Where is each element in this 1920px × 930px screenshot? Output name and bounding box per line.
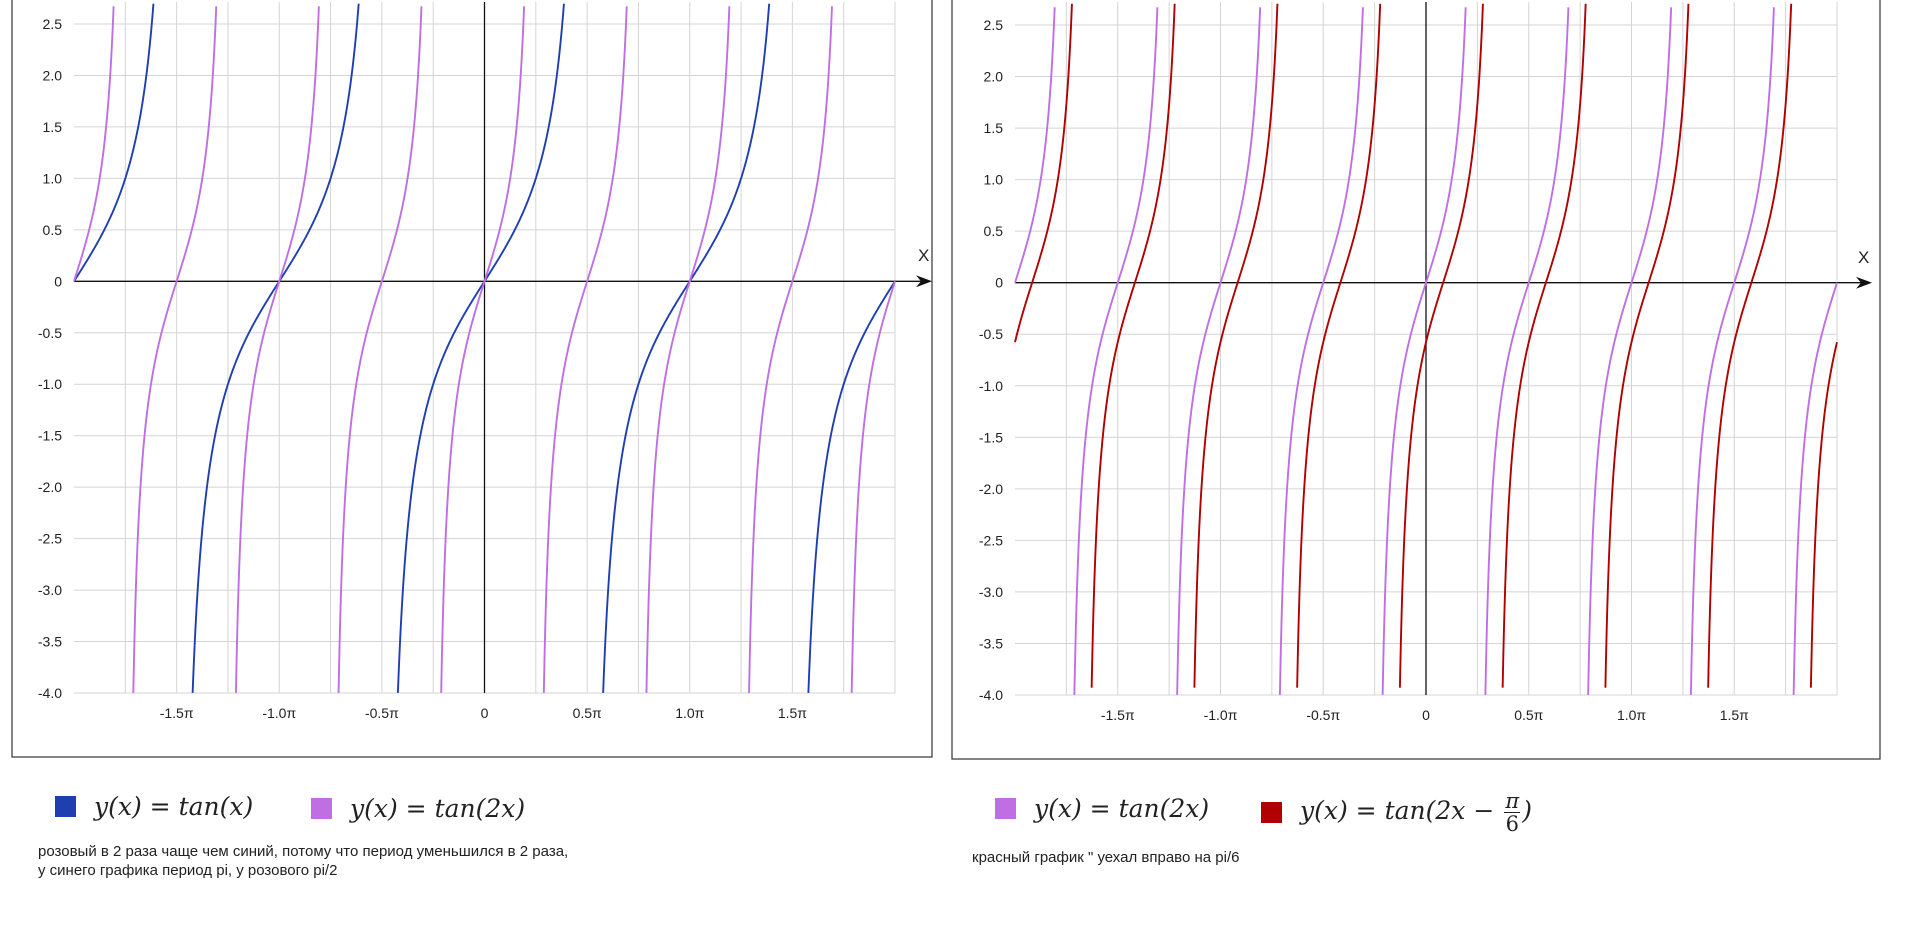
x-tick-label: 1.5π bbox=[1720, 707, 1749, 723]
y-tick-label: -2.5 bbox=[979, 532, 1003, 548]
y-tick-label: 2.5 bbox=[984, 17, 1004, 33]
series-line-tan-2x bbox=[73, 6, 896, 693]
note-right: красный график " уехал вправо на pi/6 bbox=[972, 849, 1240, 866]
chart-frame bbox=[11, 0, 933, 758]
y-tick-label: 0 bbox=[995, 275, 1003, 291]
y-tick-label: -3.0 bbox=[38, 582, 62, 598]
chart-frame bbox=[951, 0, 1881, 760]
y-tick-label: -3.5 bbox=[979, 635, 1003, 651]
series-line-tan-2x-pi-6 bbox=[1014, 3, 1838, 688]
x-tick-label: -1.5π bbox=[160, 705, 194, 721]
legend-formula: y(x) = tan(x) bbox=[94, 792, 254, 821]
y-tick-label: -3.5 bbox=[38, 634, 62, 650]
note-left: розовый в 2 раза чаще чем синий, потому … bbox=[38, 843, 569, 879]
y-tick-label: 1.0 bbox=[43, 170, 63, 186]
legend-formula: y(x) = tan(2x) bbox=[350, 794, 526, 823]
y-tick-label: 1.5 bbox=[984, 120, 1004, 136]
x-tick-label: 0.5π bbox=[1514, 707, 1543, 723]
series-line-tan-x bbox=[73, 3, 896, 693]
y-tick-label: -2.0 bbox=[979, 481, 1003, 497]
legend-swatch-blue bbox=[55, 796, 76, 817]
y-tick-label: -3.0 bbox=[979, 584, 1003, 600]
y-tick-label: -1.5 bbox=[38, 428, 62, 444]
x-tick-label: -1.0π bbox=[262, 705, 296, 721]
legend-item-tan-x: y(x) = tan(x) bbox=[55, 792, 253, 821]
legend-formula: y(x) = tan(2x) bbox=[1034, 794, 1210, 823]
y-tick-label: -4.0 bbox=[979, 687, 1003, 703]
x-tick-label: 0 bbox=[481, 705, 489, 721]
y-tick-label: 0.5 bbox=[984, 223, 1004, 239]
x-axis-label: X bbox=[1858, 248, 1869, 267]
x-tick-label: 0 bbox=[1422, 707, 1430, 723]
y-tick-label: -2.0 bbox=[38, 479, 62, 495]
y-tick-label: 1.5 bbox=[43, 119, 63, 135]
y-tick-label: -1.5 bbox=[979, 429, 1003, 445]
x-tick-label: 0.5π bbox=[573, 705, 602, 721]
legend-item-tan-2x: y(x) = tan(2x) bbox=[311, 794, 525, 823]
series-line-tan-2x bbox=[1014, 7, 1838, 695]
x-tick-label: -0.5π bbox=[365, 705, 399, 721]
legend-formula: y(x) = tan(2x − π 6) bbox=[1300, 789, 1533, 837]
x-axis-label: X bbox=[918, 246, 929, 265]
legend-swatch-red bbox=[1261, 802, 1282, 824]
y-tick-label: 0 bbox=[54, 273, 62, 289]
y-tick-label: -1.0 bbox=[38, 376, 62, 392]
y-tick-label: -1.0 bbox=[979, 378, 1003, 394]
x-tick-label: -1.5π bbox=[1101, 707, 1135, 723]
y-tick-label: -4.0 bbox=[38, 685, 62, 701]
x-tick-label: 1.5π bbox=[778, 705, 807, 721]
y-tick-label: -0.5 bbox=[38, 325, 62, 341]
chart-right: X 2.5 2.0 1.5 1.0 0.5 0 -0.5 -1.0 -1.5 -2.0 -2.5 -3.… bbox=[951, 0, 1881, 760]
y-tick-label: -0.5 bbox=[979, 326, 1003, 342]
x-tick-label: -0.5π bbox=[1306, 707, 1340, 723]
x-tick-label: 1.0π bbox=[675, 705, 704, 721]
y-tick-label: 0.5 bbox=[43, 222, 63, 238]
legend-swatch-violet bbox=[311, 798, 332, 819]
legend-swatch-violet bbox=[995, 798, 1016, 819]
chart-left: X 2.5 2.0 1.5 1.0 0.5 0 -0.5 -1.0 -1.5 -2.0 -2.5 -3.… bbox=[11, 0, 933, 758]
x-axis-arrow bbox=[1856, 276, 1872, 289]
x-tick-label: 1.0π bbox=[1617, 707, 1646, 723]
y-tick-label: 2.0 bbox=[984, 69, 1004, 85]
legend-item-tan-2x-right: y(x) = tan(2x) bbox=[995, 794, 1209, 823]
y-tick-label: 2.5 bbox=[43, 16, 63, 32]
legend-item-tan-2x-shift: y(x) = tan(2x − π 6) bbox=[1261, 790, 1532, 835]
y-tick-label: -2.5 bbox=[38, 531, 62, 547]
y-tick-label: 1.0 bbox=[984, 172, 1004, 188]
y-tick-label: 2.0 bbox=[43, 67, 63, 83]
x-axis-arrow bbox=[916, 275, 932, 288]
x-tick-label: -1.0π bbox=[1204, 707, 1238, 723]
